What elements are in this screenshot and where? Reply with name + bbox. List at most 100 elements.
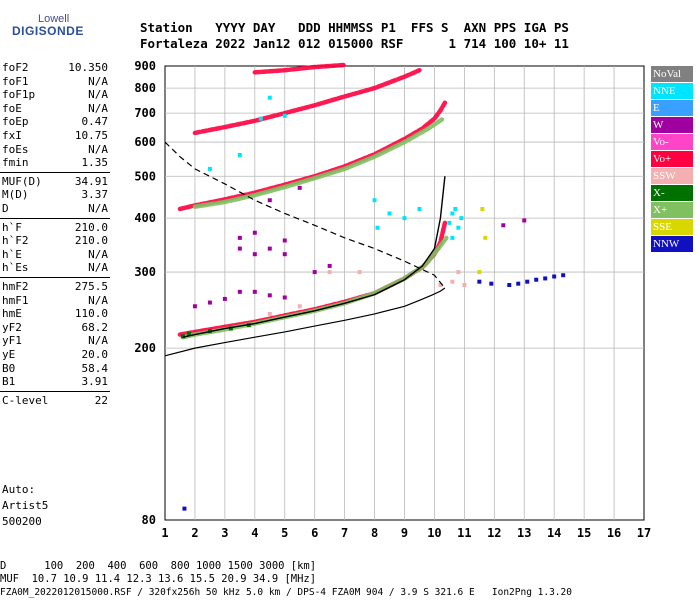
param-name: foF1 (2, 74, 29, 88)
echo-point-sse (483, 235, 488, 240)
x-tick-label: 12 (487, 526, 501, 540)
file-info-row: FZA0M_2022012015000.RSF / 320fx256h 50 k… (0, 587, 572, 598)
echo-point-w (267, 198, 272, 203)
echo-point-x (186, 331, 191, 336)
param-name: fxI (2, 129, 22, 142)
param-name: h`Es (2, 261, 29, 275)
ionogram-chart: 1 2 3 4 5 6 7 8 9 10 11 12 13 14 15 16 17802003004005006… (134, 59, 651, 540)
echo-trace-x (192, 116, 446, 209)
legend-vo-entry: Vo- (651, 134, 693, 150)
legend-x-entry: X- (651, 185, 693, 201)
param-name: M(D) (2, 188, 29, 202)
x-tick-label: 1 (161, 526, 168, 540)
header-values: Fortaleza 2022 Jan12 012 015000 RSF 1 71… (140, 36, 569, 51)
param-name: foF2 (2, 61, 29, 74)
param-name: MUF(D) (2, 174, 42, 188)
param-value: 22 (94, 393, 108, 407)
legend-vo-entry: Vo+ (651, 151, 693, 167)
echo-point-ssw (450, 279, 455, 284)
chart-tick-labels: 1 2 3 4 5 6 7 8 9 10 11 12 13 14 15 16 17802003004005006… (134, 59, 651, 540)
x-tick-label: 15 (577, 526, 591, 540)
echo-point-ssw (327, 270, 332, 275)
echo-point-w (252, 230, 257, 235)
echo-point-nne (456, 225, 461, 230)
x-tick-label: 4 (251, 526, 258, 540)
echo-point-nnw (182, 506, 187, 511)
param-name: h`F (2, 220, 22, 234)
echo-point-nnw (507, 283, 512, 288)
y-tick-label: 500 (134, 169, 156, 183)
echo-point-ssw (267, 311, 272, 316)
echo-point-nnw (516, 281, 521, 286)
echo-point-w (282, 252, 287, 257)
chart-grid (164, 65, 645, 521)
param-separator (0, 217, 110, 219)
x-tick-label: 16 (607, 526, 621, 540)
echo-point-nne (450, 235, 455, 240)
y-tick-label: 300 (134, 265, 156, 279)
echo-point-nne (267, 95, 272, 100)
param-value: N/A (88, 261, 108, 275)
artist-label: Artist5 (2, 499, 49, 512)
x-tick-label: 3 (221, 526, 228, 540)
y-tick-label: 400 (134, 211, 156, 225)
echo-point-nnw (561, 273, 566, 278)
x-tick-label: 8 (371, 526, 378, 540)
echo-trace-vo (192, 67, 422, 136)
legend-w-entry: W (651, 117, 693, 133)
echo-point-nne (282, 113, 287, 118)
echo-point-w (282, 238, 287, 243)
echo-point-w (522, 218, 527, 223)
x-tick-label: 2 (191, 526, 198, 540)
echo-point-w (327, 263, 332, 268)
param-name: foEp (2, 115, 29, 129)
echo-point-nnw (525, 279, 530, 284)
echo-point-w (237, 289, 242, 294)
param-separator (0, 390, 110, 392)
echo-point-nne (450, 211, 455, 216)
param-value: N/A (88, 88, 108, 102)
echo-point-w (252, 252, 257, 257)
echo-point-nne (375, 225, 380, 230)
param-value: 68.2 (81, 320, 109, 334)
param-value: 3.91 (81, 375, 109, 389)
header-column-titles: Station YYYY DAY DDD HHMMSS P1 FFS S AXN… (140, 20, 569, 35)
echo-point-w (501, 223, 506, 228)
x-tick-label: 11 (457, 526, 471, 540)
x-tick-label: 5 (281, 526, 288, 540)
lowell-logo-text: Lowell (38, 13, 70, 25)
param-value: 34.91 (74, 174, 108, 188)
legend-x-entry: X+ (651, 202, 693, 218)
echo-point-w (237, 235, 242, 240)
echo-point-ssw (357, 270, 362, 275)
echo-point-ssw (456, 270, 461, 275)
echo-point-nne (207, 166, 212, 171)
echo-point-nnw (552, 274, 557, 279)
echo-point-ssw (438, 283, 443, 288)
muf-row: MUF 10.7 10.9 11.4 12.3 13.6 15.5 20.9 3… (0, 573, 317, 585)
echo-point-w (267, 246, 272, 251)
param-name: hmF2 (2, 280, 29, 293)
echo-point-w (267, 293, 272, 298)
param-name: D (2, 202, 9, 215)
chart-profile-lines (164, 141, 446, 357)
echo-point-w (252, 289, 257, 294)
param-name: foEs (2, 142, 29, 156)
echo-point-sse (480, 206, 485, 211)
echo-point-nne (417, 206, 422, 211)
echo-point-w (207, 300, 212, 305)
echo-point-nne (459, 216, 464, 221)
echo-point-w (297, 185, 302, 190)
digisonde-logo-text: DIGISONDE (12, 24, 84, 38)
echo-point-w (237, 246, 242, 251)
echo-point-nnw (489, 281, 494, 286)
x-tick-label: 10 (427, 526, 441, 540)
y-tick-label: 900 (134, 59, 156, 73)
echo-point-x (228, 326, 233, 331)
param-value: 210.0 (74, 234, 108, 248)
y-tick-label: 600 (134, 135, 156, 149)
y-tick-label: 700 (134, 106, 156, 120)
param-name: B1 (2, 375, 16, 389)
echo-point-nnw (543, 276, 548, 281)
echo-point-nnw (477, 279, 482, 284)
